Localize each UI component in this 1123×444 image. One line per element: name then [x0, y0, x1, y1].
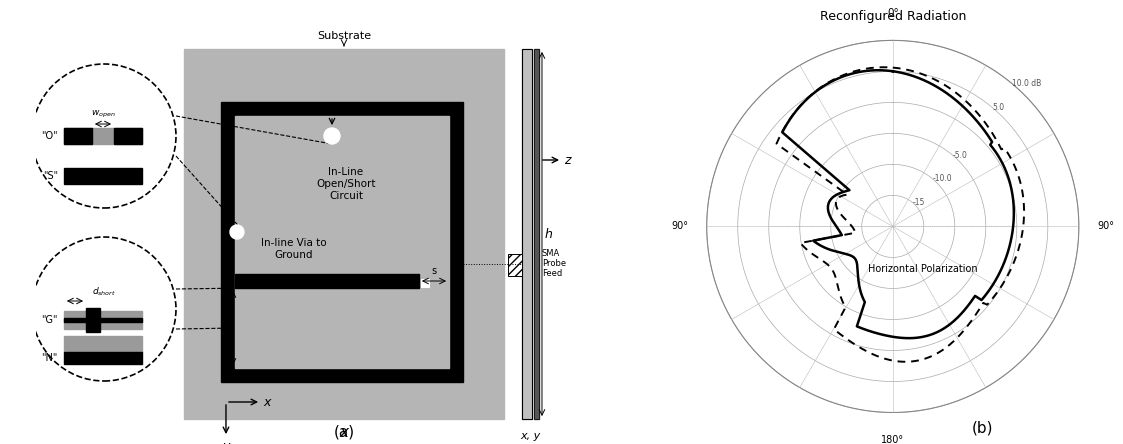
Bar	[64, 352, 141, 364]
Bar	[508, 254, 522, 276]
Text: In-line Via to
Ground: In-line Via to Ground	[262, 238, 327, 260]
Text: 0°: 0°	[887, 8, 898, 18]
Text: 180°: 180°	[882, 435, 904, 444]
Bar	[533, 49, 539, 419]
Text: SMA
Probe
Feed: SMA Probe Feed	[542, 249, 566, 278]
Text: -15: -15	[913, 198, 925, 207]
Bar	[235, 274, 419, 288]
Bar	[421, 279, 429, 287]
Bar	[86, 308, 100, 332]
Bar	[533, 49, 539, 419]
Text: In-Line
Open/Short
Circuit: In-Line Open/Short Circuit	[317, 167, 376, 201]
Text: Horizontal Polarization: Horizontal Polarization	[868, 264, 977, 274]
Text: "S": "S"	[43, 171, 58, 181]
Bar	[64, 318, 141, 322]
Bar	[113, 128, 141, 144]
Bar	[64, 128, 92, 144]
Text: y: y	[222, 440, 230, 444]
Bar	[64, 168, 141, 184]
Bar	[64, 311, 141, 329]
Text: x: x	[263, 396, 271, 408]
Text: (a): (a)	[334, 424, 355, 439]
Text: x: x	[339, 424, 348, 440]
Circle shape	[230, 225, 244, 239]
Text: (b): (b)	[971, 420, 994, 435]
Bar	[235, 116, 449, 368]
Text: x, y: x, y	[520, 431, 540, 441]
Text: z: z	[564, 154, 570, 166]
Bar	[64, 128, 141, 144]
Text: s: s	[431, 266, 437, 276]
Text: $w_{open}$: $w_{open}$	[91, 109, 116, 120]
Title: Reconfigured Radiation: Reconfigured Radiation	[820, 10, 966, 23]
Text: 5.0: 5.0	[993, 103, 1005, 112]
Bar	[221, 102, 463, 382]
Text: 10.0 dB: 10.0 dB	[1012, 79, 1042, 88]
Circle shape	[323, 128, 340, 144]
Text: "O": "O"	[42, 131, 58, 141]
Text: -5.0: -5.0	[952, 151, 967, 160]
Text: $d_{short}$: $d_{short}$	[92, 285, 116, 298]
Bar	[64, 336, 141, 352]
Text: w: w	[223, 323, 231, 333]
Text: 90°: 90°	[1097, 222, 1114, 231]
Bar	[522, 49, 532, 419]
Text: -10.0: -10.0	[932, 174, 952, 183]
Text: 90°: 90°	[672, 222, 688, 231]
Text: "G": "G"	[42, 315, 58, 325]
Text: Substrate: Substrate	[317, 31, 371, 41]
Bar	[184, 49, 504, 419]
Text: "N": "N"	[42, 353, 58, 363]
Text: h: h	[545, 227, 553, 241]
Bar	[522, 49, 532, 419]
